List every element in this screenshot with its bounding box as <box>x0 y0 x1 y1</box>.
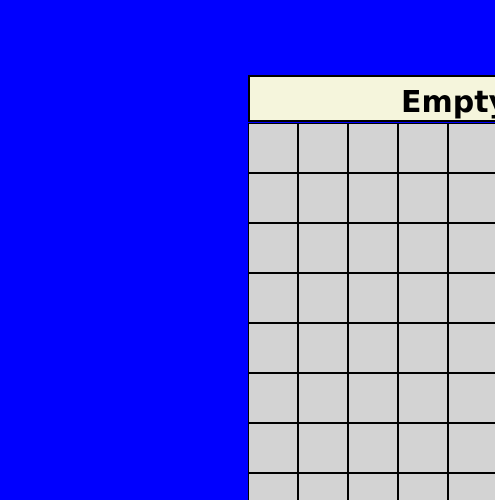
grid-cell[interactable] <box>248 373 298 423</box>
grid-cell[interactable] <box>298 373 348 423</box>
grid-cell[interactable] <box>298 123 348 173</box>
grid-cell[interactable] <box>248 323 298 373</box>
grid-cell[interactable] <box>448 273 495 323</box>
grid-cell[interactable] <box>298 323 348 373</box>
grid-cell[interactable] <box>248 423 298 473</box>
grid-cell[interactable] <box>398 323 448 373</box>
grid-cell[interactable] <box>448 473 495 500</box>
grid-cell[interactable] <box>448 323 495 373</box>
grid-cell[interactable] <box>248 223 298 273</box>
grid-cell[interactable] <box>348 423 398 473</box>
grid-cell[interactable] <box>298 223 348 273</box>
grid-cell[interactable] <box>298 273 348 323</box>
grid-cell[interactable] <box>398 123 448 173</box>
grid-cell[interactable] <box>248 273 298 323</box>
grid-cell[interactable] <box>298 423 348 473</box>
grid-cell[interactable] <box>348 373 398 423</box>
grid-cell[interactable] <box>248 173 298 223</box>
panel-header: Empty <box>248 75 495 122</box>
grid-cell[interactable] <box>348 123 398 173</box>
grid-cell[interactable] <box>348 223 398 273</box>
panel-title: Empty <box>401 85 495 120</box>
grid-cell[interactable] <box>398 273 448 323</box>
grid-cell[interactable] <box>448 173 495 223</box>
grid-cell[interactable] <box>348 323 398 373</box>
grid-cell[interactable] <box>248 473 298 500</box>
grid-cell[interactable] <box>298 173 348 223</box>
grid-cell[interactable] <box>398 173 448 223</box>
grid-cell[interactable] <box>398 223 448 273</box>
grid-cell[interactable] <box>348 173 398 223</box>
grid-cell[interactable] <box>448 223 495 273</box>
grid-cell[interactable] <box>448 373 495 423</box>
grid-cell[interactable] <box>448 123 495 173</box>
grid-cell[interactable] <box>398 473 448 500</box>
grid-cell[interactable] <box>448 423 495 473</box>
game-panel: Empty <box>248 75 495 500</box>
grid-cell[interactable] <box>248 123 298 173</box>
grid-cell[interactable] <box>398 423 448 473</box>
grid-cell[interactable] <box>348 273 398 323</box>
grid-cell[interactable] <box>398 373 448 423</box>
grid-cell[interactable] <box>298 473 348 500</box>
grid-cell[interactable] <box>348 473 398 500</box>
